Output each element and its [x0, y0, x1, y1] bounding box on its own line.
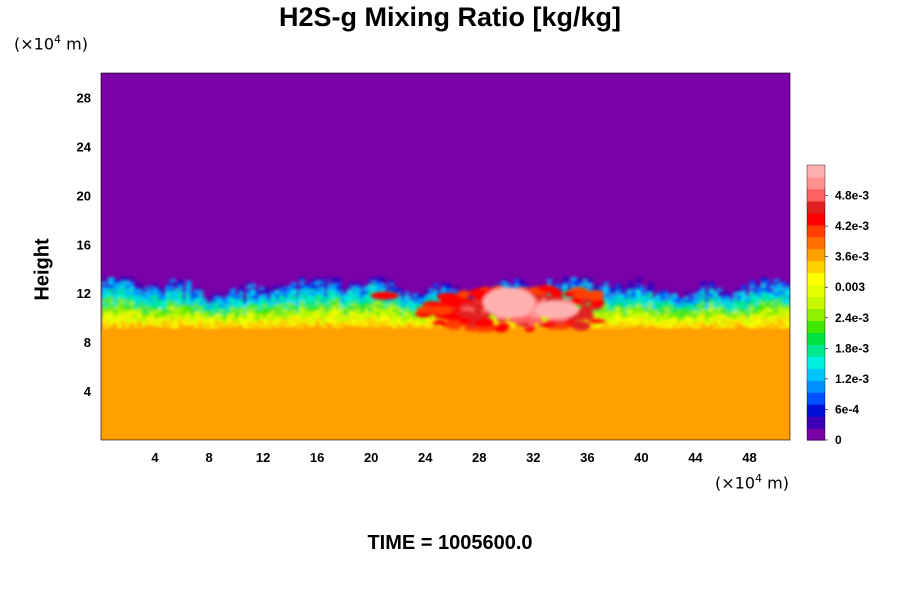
y-tick-label: 8: [84, 335, 91, 350]
colorbar-swatch: [807, 188, 825, 202]
colorbar-label: 1.2e-3: [835, 372, 869, 386]
x-axis-ticks: 4 8 12 16 20 24 28 32 36 40 44 48: [151, 450, 756, 465]
colorbar-label: 2.4e-3: [835, 311, 869, 325]
colorbar-label: 0.003: [835, 280, 865, 294]
y-unit-tail: m): [61, 34, 88, 54]
plume-patch: [370, 291, 399, 300]
y-unit-base: (×10: [14, 34, 55, 54]
x-tick-label: 48: [742, 450, 756, 465]
x-tick-label: 20: [364, 450, 378, 465]
x-tick-label: 16: [310, 450, 324, 465]
x-tick-label: 4: [151, 450, 159, 465]
x-axis-unit: (×104 m): [715, 472, 789, 492]
x-tick-label: 28: [472, 450, 486, 465]
x-tick-label: 8: [205, 450, 212, 465]
y-tick-label: 24: [77, 139, 92, 154]
colorbar-swatch: [807, 224, 825, 238]
colorbar-swatch: [807, 344, 825, 357]
chart-title: H2S-g Mixing Ratio [kg/kg]: [278, 2, 621, 32]
x-unit-tail: m): [762, 473, 789, 493]
y-tick-label: 20: [77, 188, 91, 203]
y-tick-label: 4: [84, 384, 92, 399]
time-label: TIME = 1005600.0: [367, 532, 533, 554]
y-tick-label: 12: [77, 286, 91, 301]
x-tick-label: 32: [526, 450, 540, 465]
plot-frame: [100, 72, 791, 441]
colorbar-swatch: [807, 176, 825, 190]
x-unit-base: (×10: [715, 473, 756, 493]
plume-core: [482, 287, 535, 318]
colorbar-label: 6e-4: [835, 402, 859, 416]
x-tick-label: 36: [580, 450, 594, 465]
colorbar-swatch: [807, 165, 825, 178]
colorbar-swatch: [807, 284, 825, 298]
colorbar-swatch: [807, 296, 825, 310]
heatmap-field: [101, 73, 790, 440]
colorbar-swatch: [807, 428, 825, 441]
colorbar-swatch: [807, 260, 825, 274]
colorbar-swatch: [807, 236, 825, 250]
colorbar-frame: [806, 164, 826, 441]
field-anomaly: [504, 384, 509, 393]
x-unit-exponent: 4: [755, 472, 763, 485]
plume-core: [534, 300, 579, 319]
field-peak-plume: [370, 284, 606, 333]
colorbar-swatch: [807, 332, 825, 345]
field-anomaly: [498, 394, 504, 403]
colorbar-label: 1.8e-3: [835, 341, 869, 355]
colorbar-swatch: [807, 200, 825, 214]
colorbar-swatch: [807, 248, 825, 262]
colorbar-swatch: [807, 272, 825, 286]
colorbar-swatch: [807, 380, 825, 393]
y-tick-label: 16: [77, 237, 91, 252]
x-tick-label: 40: [634, 450, 648, 465]
colorbar-label: 4.8e-3: [835, 189, 869, 203]
colorbar-swatch: [807, 404, 825, 417]
colorbar-label: 4.2e-3: [835, 219, 869, 233]
colorbar: 0 6e-4 1.2e-3 1.8e-3 2.4e-3 0.003 3.6e-3 4.2e-3…: [806, 164, 869, 447]
colorbar-swatch: [807, 356, 825, 369]
y-unit-exponent: 4: [54, 33, 62, 46]
x-tick-label: 44: [688, 450, 703, 465]
colorbar-label: 3.6e-3: [835, 250, 869, 264]
colorbar-swatch: [807, 368, 825, 381]
field-base-layer: [101, 329, 790, 440]
colorbar-swatch: [807, 308, 825, 322]
plume-patch: [436, 292, 457, 301]
x-tick-label: 12: [256, 450, 270, 465]
y-axis-ticks: 4 8 12 16 20 24 28: [77, 90, 92, 399]
colorbar-swatch: [807, 416, 825, 429]
x-tick-label: 24: [418, 450, 433, 465]
colorbar-label: 0: [835, 433, 842, 447]
field-anomaly: [524, 367, 529, 376]
colorbar-swatch: [807, 392, 825, 405]
colorbar-swatch: [807, 320, 825, 333]
field-anomaly: [506, 374, 512, 383]
colorbar-swatch: [807, 212, 825, 226]
y-tick-label: 28: [77, 90, 91, 105]
y-axis-unit: (×104 m): [14, 33, 88, 53]
